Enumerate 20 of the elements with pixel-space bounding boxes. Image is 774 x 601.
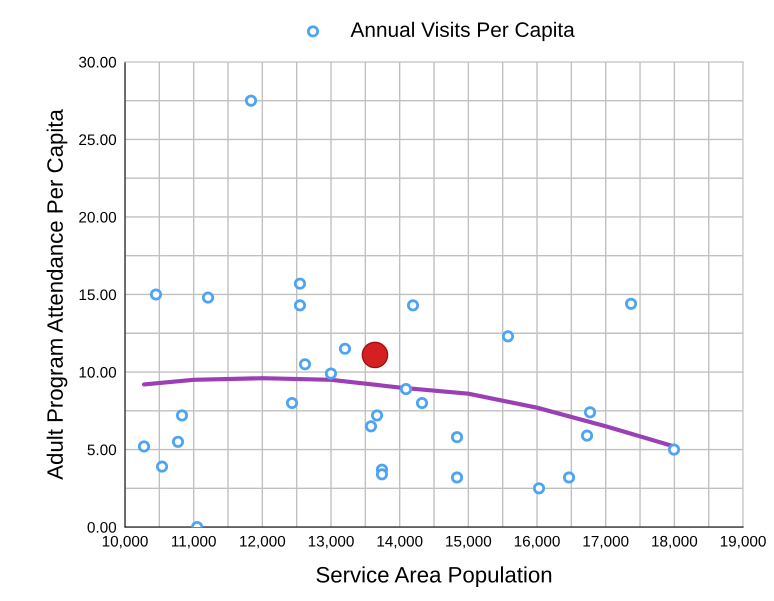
y-tick-label: 5.00: [88, 444, 116, 456]
y-tick-label: 25.00: [79, 134, 116, 146]
x-tick-label: 10,000: [102, 536, 148, 548]
y-tick-label: 10.00: [80, 366, 116, 378]
x-tick-label: 18,000: [652, 536, 698, 548]
y-axis-title: Adult Program Attendance Per Capita: [46, 109, 68, 480]
y-tick-label: 20.00: [79, 212, 116, 223]
x-tick-label: 16,000: [514, 536, 560, 548]
legend-label: Annual Visits Per Capita: [350, 22, 575, 42]
x-tick-label: 12,000: [240, 536, 286, 548]
x-tick-label: 13,000: [308, 536, 354, 548]
x-tick-label: 11,000: [172, 536, 216, 548]
x-axis-title: Service Area Population: [316, 566, 552, 588]
x-tick-label: 17,000: [584, 536, 628, 548]
x-tick-label: 19,000: [720, 536, 766, 548]
y-tick-label: 30.00: [79, 56, 116, 68]
y-tick-label: 0.00: [88, 522, 116, 533]
x-tick-label: 14,000: [377, 536, 422, 548]
y-tick-label: 15.00: [80, 289, 116, 300]
x-tick-label: 15,000: [446, 536, 492, 548]
